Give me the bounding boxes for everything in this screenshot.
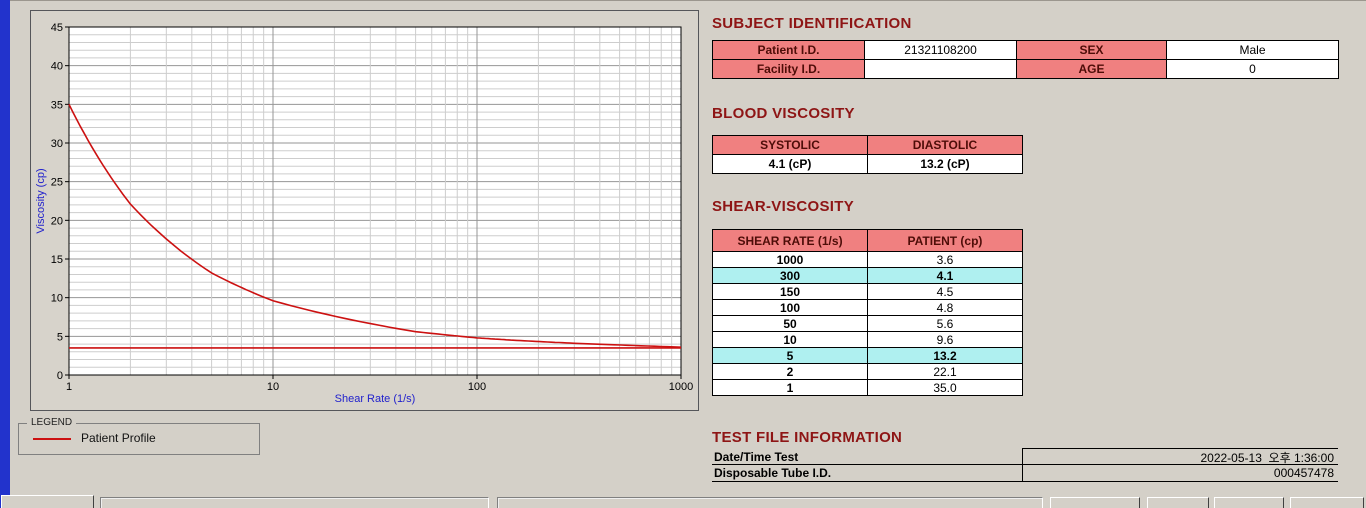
shear-rate-cell[interactable]: 2 <box>713 364 868 380</box>
table-row: Date/Time Test 2022-05-13 오후 1:36:00 <box>712 448 1338 466</box>
patient-header: PATIENT (cp) <box>868 230 1023 252</box>
shear-rate-cell[interactable]: 5 <box>713 348 868 364</box>
window-top-border <box>0 0 1366 1</box>
systolic-header: SYSTOLIC <box>713 136 868 155</box>
patient-viscosity-cell[interactable]: 4.8 <box>868 300 1023 316</box>
svg-text:Viscosity (cp): Viscosity (cp) <box>35 168 47 233</box>
patient-viscosity-cell[interactable]: 35.0 <box>868 380 1023 396</box>
svg-text:15: 15 <box>51 254 63 266</box>
blood-viscosity-title: BLOOD VISCOSITY <box>712 105 855 122</box>
shear-rate-cell[interactable]: 50 <box>713 316 868 332</box>
bottom-panel-2 <box>497 497 1043 508</box>
table-row: Disposable Tube I.D. 000457478 <box>712 465 1338 482</box>
chart-legend: LEGEND Patient Profile <box>18 417 260 455</box>
svg-text:1: 1 <box>66 381 72 393</box>
shear-rate-header: SHEAR RATE (1/s) <box>713 230 868 252</box>
blood-viscosity-table: SYSTOLIC DIASTOLIC 4.1 (cP) 13.2 (cP) <box>712 135 1023 174</box>
viscosity-chart-panel: 1 10 100 1000 0 5 10 15 20 25 30 35 40 45 Shear Rate (… <box>30 10 699 411</box>
diastolic-value: 13.2 (cP) <box>868 155 1023 174</box>
shear-rate-cell[interactable]: 150 <box>713 284 868 300</box>
facility-id-value <box>865 60 1017 79</box>
bottom-button-4[interactable] <box>1290 497 1364 508</box>
patient-viscosity-cell[interactable]: 3.6 <box>868 252 1023 268</box>
svg-text:10: 10 <box>51 293 63 305</box>
patient-viscosity-cell[interactable]: 5.6 <box>868 316 1023 332</box>
sex-value: Male <box>1167 41 1339 60</box>
sex-label: SEX <box>1017 41 1167 60</box>
svg-text:0: 0 <box>57 370 63 382</box>
bottom-button-2[interactable] <box>1147 497 1209 508</box>
shear-rate-cell[interactable]: 1000 <box>713 252 868 268</box>
window-edge-strip <box>0 0 10 508</box>
svg-text:Shear Rate (1/s): Shear Rate (1/s) <box>335 393 416 405</box>
diastolic-header: DIASTOLIC <box>868 136 1023 155</box>
svg-text:1000: 1000 <box>669 381 693 393</box>
tube-id-value: 000457478 <box>1022 465 1338 481</box>
shear-viscosity-table: SHEAR RATE (1/s) PATIENT (cp) 1000 3.6 300… <box>712 229 1023 396</box>
bottom-button-left[interactable] <box>1 495 94 508</box>
test-file-information-title: TEST FILE INFORMATION <box>712 429 903 446</box>
svg-text:30: 30 <box>51 138 63 150</box>
shear-rate-cell[interactable]: 100 <box>713 300 868 316</box>
svg-text:40: 40 <box>51 61 63 73</box>
age-label: AGE <box>1017 60 1167 79</box>
patient-viscosity-cell[interactable]: 4.1 <box>868 268 1023 284</box>
shear-rate-cell[interactable]: 1 <box>713 380 868 396</box>
viscosity-chart: 1 10 100 1000 0 5 10 15 20 25 30 35 40 45 Shear Rate (… <box>35 22 693 405</box>
test-file-information-table: Date/Time Test 2022-05-13 오후 1:36:00 Dis… <box>712 448 1338 482</box>
shear-rate-cell[interactable]: 10 <box>713 332 868 348</box>
subject-identification-table: Patient I.D. 21321108200 SEX Male Facili… <box>712 40 1339 79</box>
report-panel: SUBJECT IDENTIFICATION Patient I.D. 2132… <box>712 0 1340 508</box>
shear-rate-cell[interactable]: 300 <box>713 268 868 284</box>
facility-id-label: Facility I.D. <box>713 60 865 79</box>
patient-viscosity-cell[interactable]: 9.6 <box>868 332 1023 348</box>
subject-identification-title: SUBJECT IDENTIFICATION <box>712 15 912 32</box>
date-time-label: Date/Time Test <box>714 450 799 464</box>
date-time-value: 2022-05-13 오후 1:36:00 <box>1022 448 1338 466</box>
patient-id-label: Patient I.D. <box>713 41 865 60</box>
patient-viscosity-cell[interactable]: 13.2 <box>868 348 1023 364</box>
systolic-value: 4.1 (cP) <box>713 155 868 174</box>
bottom-button-1[interactable] <box>1050 497 1140 508</box>
patient-id-value: 21321108200 <box>865 41 1017 60</box>
svg-text:100: 100 <box>468 381 486 393</box>
legend-item-label: Patient Profile <box>81 431 156 445</box>
svg-text:25: 25 <box>51 177 63 189</box>
svg-text:5: 5 <box>57 331 63 343</box>
legend-line-sample <box>33 438 71 440</box>
svg-text:10: 10 <box>267 381 279 393</box>
patient-viscosity-cell[interactable]: 22.1 <box>868 364 1023 380</box>
svg-text:35: 35 <box>51 99 63 111</box>
shear-viscosity-title: SHEAR-VISCOSITY <box>712 198 855 215</box>
legend-title: LEGEND <box>27 417 77 428</box>
tube-id-label: Disposable Tube I.D. <box>714 466 832 480</box>
age-value: 0 <box>1167 60 1339 79</box>
bottom-button-3[interactable] <box>1214 497 1284 508</box>
svg-text:20: 20 <box>51 215 63 227</box>
patient-viscosity-cell[interactable]: 4.5 <box>868 284 1023 300</box>
svg-text:45: 45 <box>51 22 63 34</box>
bottom-panel-1 <box>100 497 489 508</box>
